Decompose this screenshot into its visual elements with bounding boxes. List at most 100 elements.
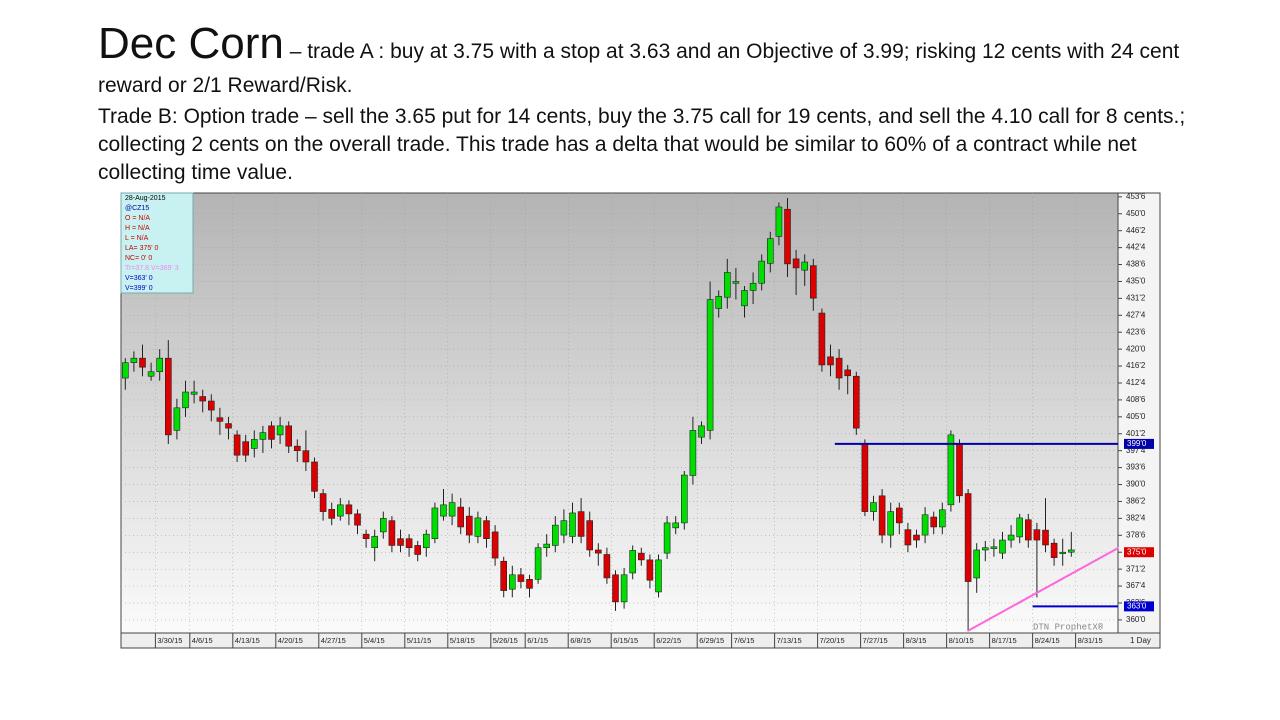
candle-body: [465, 515, 473, 536]
candle-body: [870, 502, 877, 512]
candle-body: [371, 536, 379, 549]
x-tick-label: 6/1/15: [527, 636, 548, 645]
x-tick-label: 8/17/15: [992, 636, 1017, 645]
candle-body: [534, 547, 542, 580]
candle-body: [405, 538, 413, 549]
candle-body: [268, 425, 275, 440]
watermark: DTN ProphetX®: [1033, 622, 1104, 632]
candle-body: [818, 312, 826, 366]
candle-body: [517, 574, 525, 582]
candle-body: [328, 509, 336, 519]
paragraph: Dec Corn – trade A : buy at 3.75 with a …: [98, 22, 1190, 103]
candle-body: [887, 511, 895, 536]
x-axis-panel: [120, 632, 1161, 649]
candle-body: [311, 461, 318, 492]
y-tick-label: 393'6: [1126, 463, 1146, 472]
candle-body: [336, 504, 344, 517]
candle-body: [173, 407, 181, 431]
candle-body: [792, 258, 800, 269]
info-box: 28-Aug-2015 @CZ15 O = N/A H = N/A L = N/A LA=…: [120, 192, 194, 294]
candle-body: [1025, 519, 1032, 541]
candle-body: [938, 509, 946, 528]
candle-body: [431, 507, 439, 539]
candle-body: [500, 560, 508, 591]
candle-body: [233, 434, 241, 456]
trendline: [967, 546, 1120, 632]
candle-body: [827, 356, 834, 366]
candle-body: [130, 357, 138, 363]
candle-body: [293, 445, 301, 451]
candle-body: [414, 545, 422, 555]
candle-body: [1007, 534, 1015, 541]
candle-body: [921, 514, 929, 536]
candle-body: [474, 517, 482, 537]
x-tick-label: 8/3/15: [906, 636, 927, 645]
candle-body: [165, 357, 172, 436]
candle-body: [491, 531, 499, 559]
candle-body: [225, 423, 232, 429]
candle-body: [741, 290, 748, 307]
y-tick-label: 450'0: [1126, 209, 1146, 218]
y-tick-label: 390'0: [1126, 480, 1146, 489]
candle-body: [964, 493, 972, 582]
y-tick-label: 397'4: [1126, 446, 1146, 455]
x-tick-label: 3/30/15: [157, 636, 182, 645]
y-tick-label: 435'0: [1126, 277, 1146, 286]
candle-body: [913, 534, 920, 541]
candle-body: [1042, 529, 1049, 546]
level-label-bg: [1124, 438, 1154, 449]
candle-body: [715, 296, 723, 309]
candle-body: [981, 547, 989, 551]
y-tick-label: 453'6: [1126, 192, 1146, 201]
candle-body: [560, 520, 568, 536]
info-line: Tr=37.8 V=369' 3: [125, 265, 179, 272]
y-tick-label: 367'4: [1126, 581, 1146, 590]
candle-body: [216, 417, 224, 422]
candle-body: [766, 238, 774, 264]
candle-body: [379, 518, 387, 533]
candle-body: [122, 362, 129, 379]
candle-body: [242, 441, 249, 456]
x-tick-label: 8/24/15: [1035, 636, 1060, 645]
y-tick-label: 386'2: [1126, 497, 1146, 506]
x-tick-label: 5/18/15: [450, 636, 475, 645]
candle-body: [1068, 549, 1075, 553]
candle-body: [904, 529, 912, 546]
x-tick-label: 8/31/15: [1078, 636, 1103, 645]
candle-body: [698, 425, 705, 438]
candle-body: [199, 396, 206, 402]
candle-body: [1033, 529, 1041, 541]
candle-body: [655, 559, 662, 593]
candle-body: [689, 430, 697, 476]
interval-label: 1 Day: [1130, 636, 1151, 645]
candle-body: [723, 272, 731, 298]
candle-body: [809, 265, 817, 299]
x-tick-label: 4/13/15: [235, 636, 260, 645]
candle-body: [457, 506, 465, 528]
x-tick-label: 7/20/15: [820, 636, 845, 645]
candle-body: [775, 206, 783, 237]
candle-body: [603, 554, 611, 579]
x-tick-label: 6/8/15: [570, 636, 591, 645]
candle-body: [947, 434, 955, 506]
candle-body: [543, 543, 551, 549]
candle-body: [483, 520, 490, 539]
candle-body: [422, 533, 430, 549]
candle-body: [1016, 517, 1024, 538]
candle-body: [758, 260, 766, 284]
x-tick-label: 7/6/15: [734, 636, 755, 645]
candle-body: [895, 507, 903, 524]
labels: 360'0363'6367'4371'2375'0378'6382'4386'2…: [154, 192, 1154, 648]
info-box-bg: [120, 192, 194, 294]
info-line: V=363' 0: [125, 275, 153, 282]
level-label: 399'0: [1127, 439, 1147, 448]
candle-body: [749, 282, 757, 291]
info-line: @CZ15: [125, 205, 149, 212]
info-line: L = N/A: [125, 235, 149, 242]
y-tick-label: 442'4: [1126, 243, 1146, 252]
y-tick-label: 423'6: [1126, 327, 1146, 336]
candle-body: [732, 281, 740, 284]
plot-area: [120, 192, 1119, 634]
x-tick-label: 4/20/15: [278, 636, 303, 645]
